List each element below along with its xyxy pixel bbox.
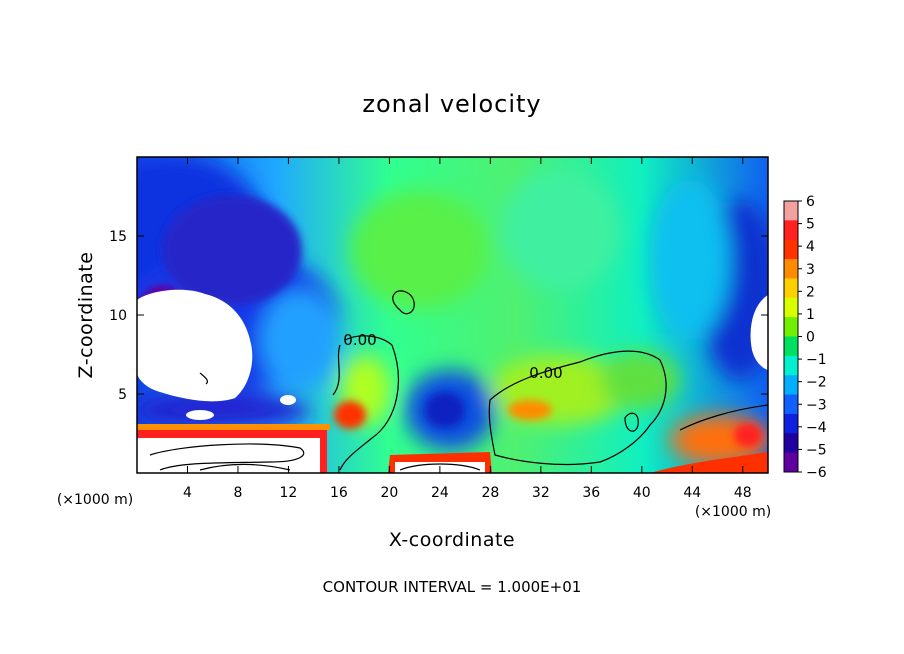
x-tick-label: 8 bbox=[233, 485, 242, 501]
contour-label: 0.00 bbox=[529, 364, 562, 382]
x-unit-label-left: (×1000 m) bbox=[57, 492, 133, 508]
colorbar-swatch bbox=[784, 278, 798, 299]
colorbar-swatch bbox=[784, 317, 798, 337]
velocity-field bbox=[137, 157, 768, 473]
y-tick-label: 10 bbox=[109, 308, 127, 324]
colorbar-swatch bbox=[784, 239, 798, 260]
colorbar-label: 3 bbox=[806, 262, 815, 278]
colorbar-label: 6 bbox=[806, 194, 815, 210]
colorbar-label: −2 bbox=[806, 375, 827, 391]
colorbar-label: 5 bbox=[806, 217, 815, 233]
colorbar-swatch bbox=[784, 336, 798, 357]
colorbar-label: −1 bbox=[806, 352, 827, 368]
x-tick-label: 20 bbox=[380, 485, 398, 501]
x-tick-label: 12 bbox=[280, 485, 298, 501]
x-unit-label-right: (×1000 m) bbox=[695, 504, 771, 520]
x-axis-title: X-coordinate bbox=[389, 529, 515, 551]
colorbar-label: −5 bbox=[806, 442, 827, 458]
colorbar-swatch bbox=[784, 355, 798, 376]
colorbar-swatch bbox=[784, 452, 798, 473]
colorbar-label: 0 bbox=[806, 330, 815, 346]
x-tick-label: 36 bbox=[582, 485, 600, 501]
colorbar-swatch bbox=[784, 433, 798, 454]
x-tick-label: 48 bbox=[734, 485, 752, 501]
x-tick-label: 44 bbox=[683, 485, 701, 501]
contour-interval-note: CONTOUR INTERVAL = 1.000E+01 bbox=[323, 578, 582, 596]
colorbar-label: −3 bbox=[806, 397, 827, 413]
x-tick-label: 28 bbox=[481, 485, 499, 501]
colorbar-swatch bbox=[784, 413, 798, 434]
colorbar-swatch bbox=[784, 220, 798, 241]
colorbar: 6 5 4 3 2 1 0 −1 −2 −3 −4 −5 −6 bbox=[783, 194, 827, 481]
x-tick-label: 32 bbox=[532, 485, 550, 501]
colorbar-swatch bbox=[784, 201, 798, 221]
y-tick-label: 15 bbox=[109, 229, 127, 245]
colorbar-swatch bbox=[784, 375, 798, 396]
x-tick-label: 40 bbox=[633, 485, 651, 501]
x-tick-label: 16 bbox=[330, 485, 348, 501]
y-axis: 5 10 15 bbox=[109, 229, 768, 403]
x-tick-label: 24 bbox=[431, 485, 449, 501]
colorbar-label: 1 bbox=[806, 307, 815, 323]
contour-label: 0.00 bbox=[343, 331, 376, 349]
colorbar-label: 2 bbox=[806, 284, 815, 300]
colorbar-label: −6 bbox=[806, 465, 827, 481]
colorbar-swatch bbox=[784, 394, 798, 415]
colorbar-swatch bbox=[784, 259, 798, 279]
y-axis-title: Z-coordinate bbox=[75, 252, 97, 379]
x-tick-label: 4 bbox=[183, 485, 192, 501]
y-tick-label: 5 bbox=[118, 387, 127, 403]
x-axis: 4 8 12 16 20 24 28 32 36 40 44 48 bbox=[183, 157, 752, 501]
chart-title: zonal velocity bbox=[362, 90, 541, 118]
colorbar-label: −4 bbox=[806, 420, 827, 436]
colorbar-swatch bbox=[784, 297, 798, 318]
colorbar-label: 4 bbox=[806, 239, 815, 255]
